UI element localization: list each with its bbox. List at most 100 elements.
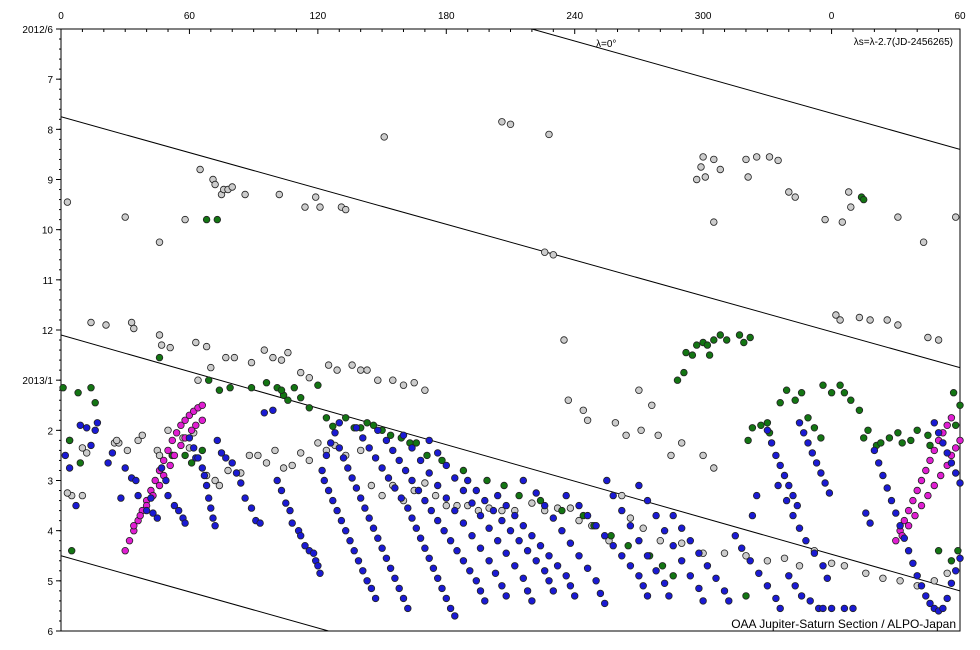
data-point-magenta	[187, 426, 196, 434]
data-point-blue	[669, 542, 677, 550]
data-point-blue	[669, 511, 677, 520]
data-point-blue	[541, 567, 549, 575]
data-point-gray	[506, 120, 515, 128]
data-point-magenta	[198, 401, 206, 409]
data-point-blue	[913, 572, 921, 580]
credit-text: OAA Jupiter-Saturn Section / ALPO-Japan	[731, 617, 956, 631]
data-point-blue	[930, 419, 938, 427]
data-point-gray	[894, 321, 902, 329]
data-point-blue	[519, 574, 527, 582]
data-point-green	[202, 215, 211, 224]
data-point-blue	[738, 544, 746, 552]
data-point-green	[949, 389, 958, 397]
data-point-blue	[575, 501, 583, 510]
data-point-blue	[228, 459, 236, 467]
data-point-green	[65, 436, 74, 445]
data-point-green	[483, 476, 491, 485]
data-point-gray	[654, 431, 662, 439]
data-point-gray	[763, 557, 772, 565]
data-point-gray	[637, 426, 645, 434]
data-point-blue	[720, 587, 729, 595]
data-point-blue	[162, 476, 170, 485]
data-point-blue	[374, 534, 382, 542]
data-point-blue	[519, 476, 527, 485]
data-point-gray	[774, 156, 782, 165]
data-point-blue	[553, 562, 562, 570]
data-point-blue	[498, 516, 506, 525]
data-point-green	[693, 341, 701, 349]
data-point-blue	[810, 549, 819, 557]
data-point-green	[412, 439, 420, 447]
data-point-gray	[222, 353, 230, 362]
data-point-blue	[61, 451, 70, 460]
data-point-blue	[549, 587, 557, 595]
data-point-gray	[363, 366, 371, 374]
data-point-gray	[943, 569, 951, 577]
data-point-green	[277, 386, 286, 394]
data-point-blue	[421, 544, 429, 552]
data-point-green	[782, 386, 791, 394]
data-point-blue	[198, 464, 206, 472]
data-point-magenta	[172, 429, 181, 437]
data-point-blue	[189, 444, 198, 452]
data-point-blue	[232, 469, 241, 477]
data-point-magenta	[155, 481, 164, 490]
data-point-green	[742, 592, 750, 600]
data-point-blue	[288, 519, 296, 527]
data-point-blue	[660, 527, 669, 535]
data-point-gray	[269, 353, 277, 362]
data-point-blue	[956, 479, 964, 487]
data-point-green	[956, 401, 964, 409]
data-point-blue	[185, 434, 194, 442]
data-point-blue	[797, 592, 806, 600]
data-point-blue	[395, 584, 403, 593]
data-point-blue	[485, 557, 493, 565]
data-point-blue	[626, 522, 635, 530]
data-point-green	[860, 195, 868, 204]
data-point-gray	[919, 238, 928, 246]
data-point-blue	[425, 436, 433, 445]
data-point-green	[297, 394, 305, 402]
data-point-green	[386, 431, 395, 439]
data-point-green	[87, 384, 95, 392]
data-point-blue	[802, 537, 810, 545]
data-point-magenta	[943, 421, 951, 429]
data-point-gray	[357, 366, 365, 374]
data-point-blue	[519, 522, 527, 530]
data-point-blue	[592, 577, 600, 585]
data-point-gray	[211, 476, 219, 485]
data-point-blue	[335, 419, 343, 427]
data-point-blue	[494, 491, 502, 500]
data-point-blue	[823, 574, 831, 582]
data-point-magenta	[956, 436, 964, 445]
data-point-blue	[791, 582, 799, 590]
data-point-blue	[782, 496, 791, 505]
data-point-blue	[472, 577, 480, 585]
data-point-blue	[342, 527, 350, 535]
data-point-blue	[498, 582, 506, 590]
data-point-blue	[324, 486, 333, 495]
data-point-blue	[785, 572, 793, 580]
data-point-blue	[442, 461, 450, 470]
data-point-gray	[879, 574, 887, 582]
data-point-blue	[939, 439, 947, 447]
data-point-green	[369, 421, 378, 429]
data-point-gray	[121, 213, 129, 221]
data-point-blue	[466, 567, 474, 575]
data-point-blue	[485, 524, 493, 532]
data-point-blue	[451, 612, 459, 620]
data-point-green	[804, 414, 812, 422]
data-point-blue	[528, 597, 536, 605]
data-point-blue	[502, 549, 510, 557]
data-point-blue	[367, 584, 376, 593]
data-point-magenta	[130, 522, 138, 530]
data-point-magenta	[952, 444, 960, 452]
data-point-blue	[365, 514, 373, 522]
data-point-blue	[686, 537, 694, 545]
data-point-blue	[795, 419, 804, 427]
data-point-green	[329, 422, 337, 430]
data-point-gray	[138, 431, 146, 439]
drift-line	[61, 116, 960, 369]
data-point-blue	[427, 506, 435, 515]
